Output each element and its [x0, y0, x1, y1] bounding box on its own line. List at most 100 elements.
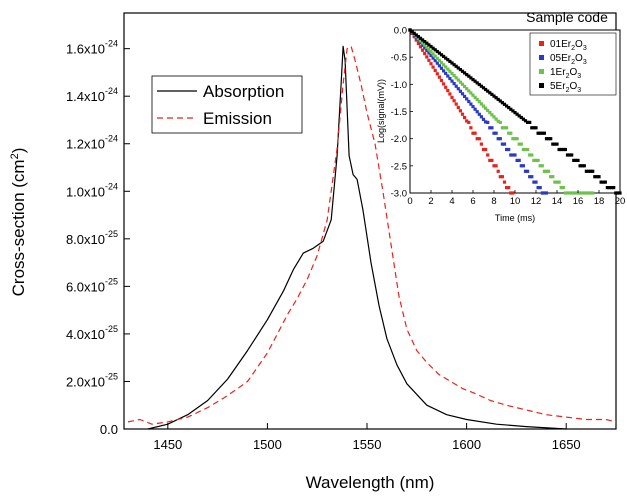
inset-data-point: [492, 131, 496, 135]
inset-data-point: [496, 119, 500, 123]
inset-data-point: [572, 191, 576, 195]
inset-data-point: [427, 51, 431, 55]
inset-data-point: [458, 109, 462, 113]
inset-y-axis-label: Log(signal(mV)): [376, 79, 386, 143]
inset-data-point: [416, 37, 420, 41]
inset-data-point: [521, 164, 525, 168]
inset-y-tick-label: -1.0: [391, 80, 407, 91]
inset-data-point: [488, 158, 492, 162]
inset-data-point: [584, 169, 588, 173]
inset-data-point: [465, 97, 469, 101]
inset-data-point: [431, 65, 435, 69]
inset-data-point: [568, 191, 572, 195]
inset-data-point: [435, 61, 439, 65]
inset-legend-frame: [529, 32, 617, 96]
inset-data-point: [414, 33, 418, 37]
main-y-tick-label: 1.0x10-24: [66, 181, 118, 199]
inset-points: [408, 28, 622, 195]
inset-data-point: [605, 186, 609, 190]
inset-data-point: [442, 54, 446, 58]
inset-data-point: [471, 78, 475, 82]
main-y-tick-label: 2.0x10-25: [66, 371, 118, 389]
inset-data-point: [498, 175, 502, 179]
inset-data-point: [429, 53, 433, 58]
inset-data-point: [530, 153, 534, 157]
inset-data-point: [519, 142, 523, 146]
inset-data-point: [450, 61, 454, 65]
inset-data-point: [578, 191, 582, 195]
inset-data-point: [473, 95, 477, 99]
inset-data-point: [500, 126, 504, 130]
inset-legend-marker: [539, 83, 544, 88]
inset-data-point: [477, 100, 481, 104]
inset-data-point: [477, 82, 481, 87]
inset-legend-label: 1Er2O3: [550, 67, 581, 80]
inset-data-point: [465, 119, 469, 123]
inset-y-tick-label: -2.0: [391, 134, 407, 145]
inset-data-point: [427, 58, 431, 62]
inset-data-point: [532, 180, 536, 184]
inset-data-point: [425, 45, 429, 49]
inset-data-point: [565, 191, 570, 195]
inset-data-point: [421, 43, 425, 47]
inset-x-tick-label: 14: [552, 196, 563, 207]
inset-data-point: [549, 137, 553, 141]
inset-data-point: [517, 114, 521, 118]
main-y-ticks: 0.0 2.0x10-25 4.0x10-25 6.0x10-25 8.0x10-25 1…: [66, 39, 130, 437]
inset-data-point: [523, 169, 528, 173]
inset-data-point: [442, 69, 446, 73]
inset-data-point: [561, 186, 565, 190]
inset-data-point: [551, 142, 555, 146]
inset-data-point: [528, 175, 532, 179]
inset-data-point: [492, 94, 496, 98]
inset-legend-marker: [539, 69, 544, 74]
inset-data-point: [460, 92, 465, 96]
inset-data-point: [475, 97, 479, 102]
main-x-tick-label: 1450: [153, 437, 182, 452]
inset-data-point: [412, 31, 416, 35]
inset-data-point: [532, 158, 536, 162]
inset-data-point: [502, 102, 507, 106]
inset-x-ticks: 0 2 4 6 8 10 12 14 16 18 20: [407, 190, 625, 207]
inset-data-point: [481, 147, 486, 152]
inset-data-point: [593, 175, 597, 179]
inset-data-point: [494, 117, 498, 121]
inset-data-point: [442, 63, 446, 67]
inset-data-point: [460, 69, 465, 73]
inset-data-point: [528, 120, 532, 124]
inset-data-point: [450, 79, 454, 83]
inset-data-point: [490, 158, 494, 162]
inset-data-point: [576, 158, 580, 162]
inset-data-point: [528, 153, 532, 157]
inset-legend-marker: [539, 55, 544, 60]
main-x-tick-label: 1600: [452, 437, 481, 452]
inset-data-point: [448, 59, 452, 63]
inset-data-point: [458, 89, 462, 93]
inset-data-point: [599, 180, 603, 184]
main-y-tick-label: 8.0x10-25: [66, 229, 118, 247]
inset-x-tick-label: 20: [615, 196, 626, 207]
inset-data-point: [513, 153, 517, 157]
inset-data-point: [481, 86, 486, 90]
inset-data-point: [511, 137, 515, 141]
inset-data-point: [591, 169, 595, 173]
inset-data-point: [414, 38, 418, 42]
inset-data-point: [578, 164, 582, 168]
inset-data-point: [521, 117, 525, 121]
inset-data-point: [603, 180, 607, 184]
inset-data-point: [540, 191, 544, 195]
main-plot-frame: [123, 12, 617, 430]
inset-data-point: [481, 104, 486, 108]
inset-data-point: [454, 76, 458, 80]
inset-data-point: [421, 38, 425, 42]
inset-data-point: [544, 169, 549, 173]
inset-data-point: [523, 119, 528, 123]
inset-data-point: [479, 84, 483, 88]
inset-data-point: [433, 54, 437, 58]
inset-data-point: [511, 153, 515, 157]
inset-data-point: [498, 99, 502, 103]
main-y-tick-label: 1.4x10-24: [66, 86, 118, 104]
inset-data-point: [526, 169, 530, 173]
inset-data-point: [473, 107, 477, 111]
inset-data-point: [475, 137, 479, 141]
